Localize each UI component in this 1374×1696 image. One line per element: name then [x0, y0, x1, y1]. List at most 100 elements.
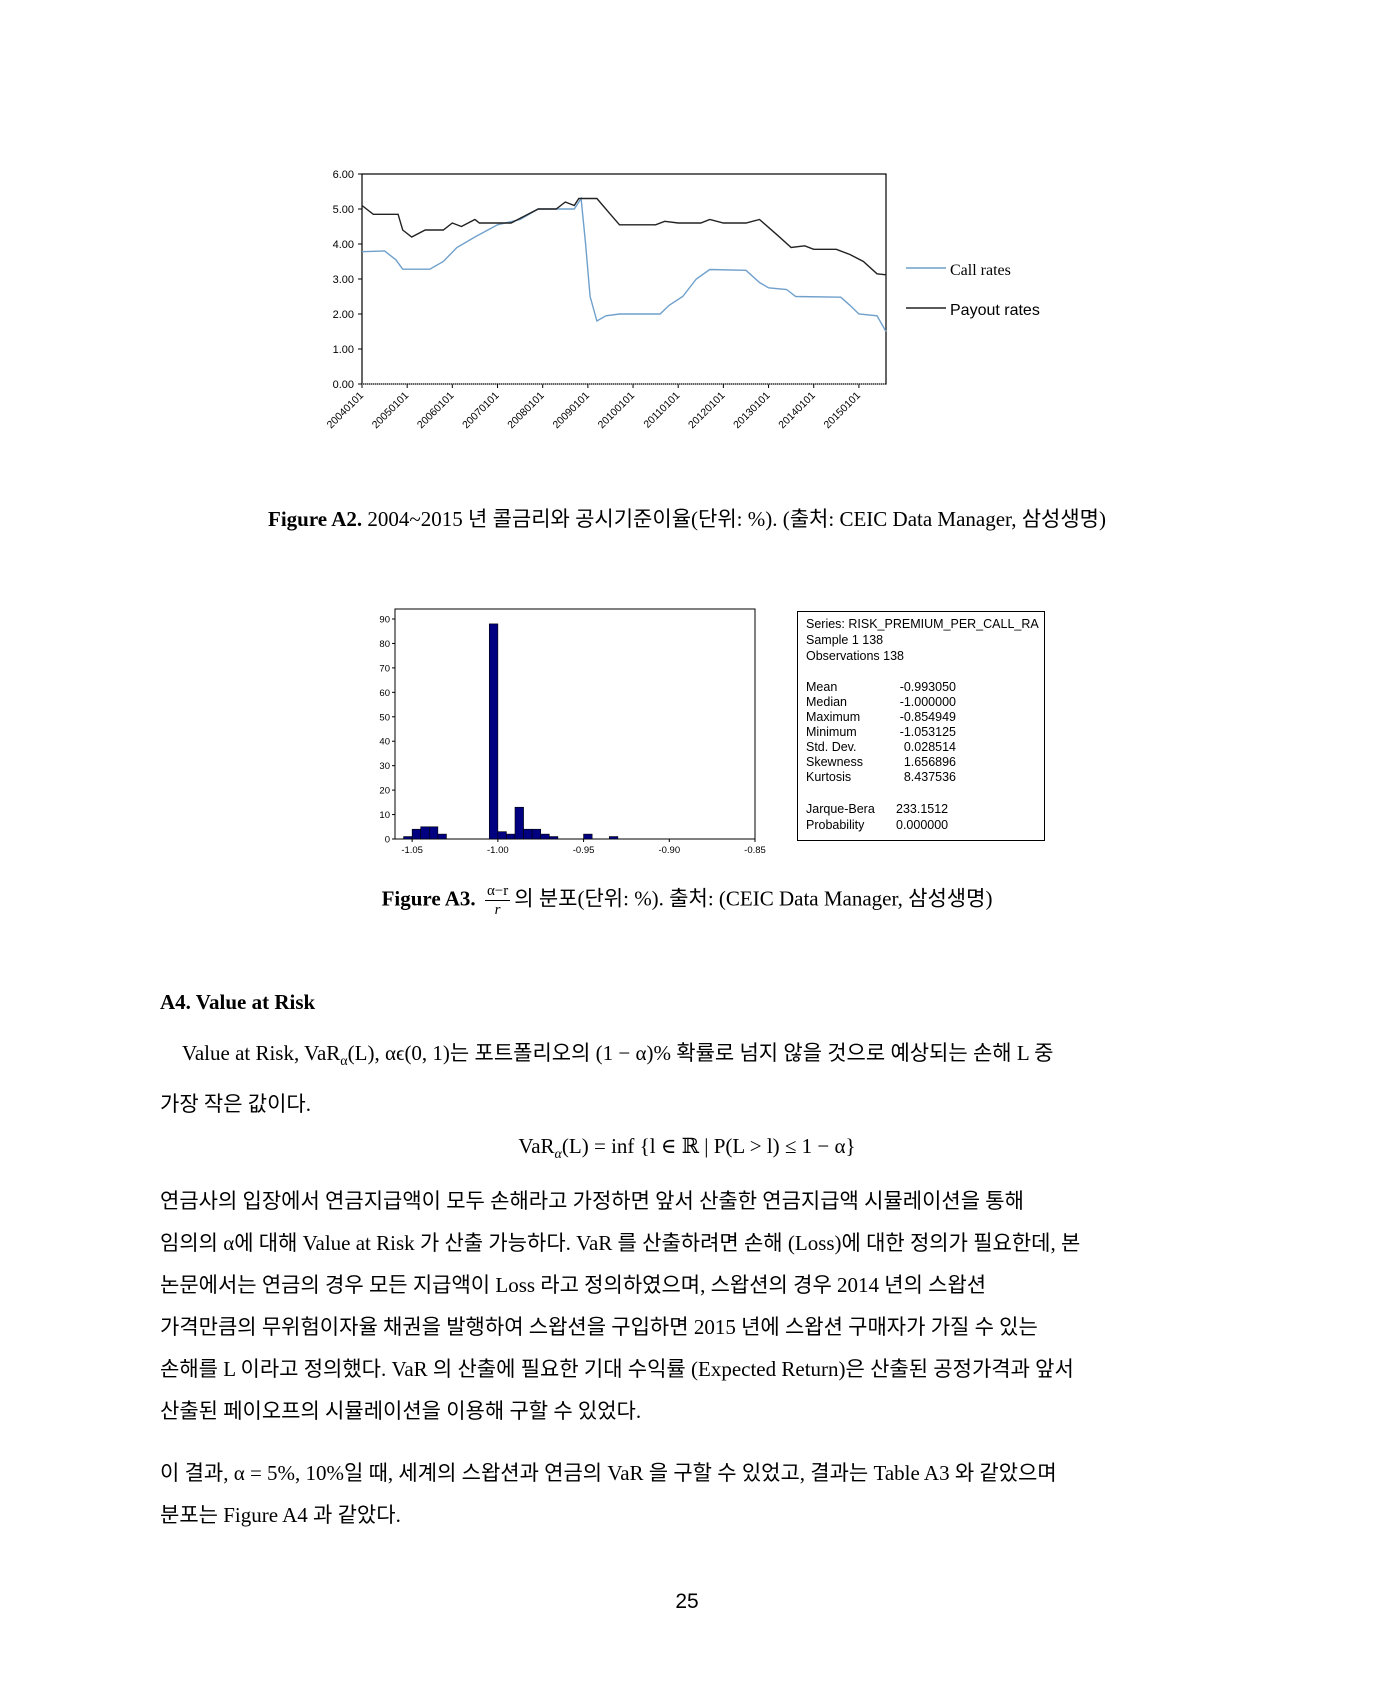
y-tick-label: 6.00 — [333, 169, 354, 181]
x-tick-label: 20150101 — [821, 390, 863, 432]
stats-row: Kurtosis 8.437536 — [806, 770, 1044, 785]
y-tick-label: 1.00 — [333, 344, 354, 356]
stats-observations: Observations 138 — [806, 649, 904, 663]
series-line-call-rates — [361, 196, 887, 332]
y-tick-label: 60 — [379, 688, 390, 699]
fraction: α−r r — [484, 882, 511, 919]
stats-label: Mean — [806, 680, 838, 694]
figure-a3-caption: Figure A3. α−r r 의 분포(단위: %). 출처: (CEIC … — [0, 882, 1374, 919]
series-line-payout-rates — [361, 197, 887, 276]
y-tick-label: 3.00 — [333, 274, 354, 286]
x-tick-label: -1.05 — [401, 845, 423, 856]
fraction-denominator: r — [494, 902, 501, 918]
stats-value: -1.053125 — [899, 725, 956, 739]
stats-row: Minimum -1.053125 — [806, 725, 1044, 740]
paragraph-result: 이 결과, α = 5%, 10%일 때, 세계의 스왑션과 연금의 VaR 을… — [160, 1452, 1220, 1536]
stats-row: Median -1.000000 — [806, 695, 1044, 710]
y-tick-label: 2.00 — [333, 309, 354, 321]
stats-value: 0.028514 — [903, 740, 956, 754]
x-tick-label: 20120101 — [686, 390, 728, 432]
equation-text-a: VaR — [518, 1134, 555, 1158]
x-tick-label: 20130101 — [731, 390, 773, 432]
x-tick-label: 20070101 — [460, 390, 502, 432]
stats-value: 8.437536 — [903, 770, 956, 784]
stats-label: Median — [806, 695, 847, 709]
section-heading: A4. Value at Risk — [160, 990, 316, 1014]
figure-a3-histogram: 90 80 70 60 50 40 30 20 10 0 -1.05 -1.00 -0.95 -0.90… — [379, 608, 766, 856]
y-tick-label: 90 — [379, 615, 390, 626]
x-tick-label: -0.85 — [744, 845, 766, 856]
y-tick-label: 80 — [379, 639, 390, 650]
histogram-bar — [420, 826, 430, 840]
histogram-frame — [394, 608, 756, 840]
figure-a2-caption: Figure A2. 2004~2015 년 콜금리와 공시기준이율(단위: %… — [0, 503, 1374, 533]
stats-row: Mean -0.993050 — [806, 680, 1044, 695]
stats-row: Std. Dev. 0.028514 — [806, 740, 1044, 755]
y-tick-label: 50 — [379, 712, 390, 723]
paragraph-method: 연금사의 입장에서 연금지급액이 모두 손해라고 가정하면 앞서 산출한 연금지… — [160, 1180, 1220, 1432]
histogram-bar — [540, 833, 550, 840]
stats-sample: Sample 1 138 — [806, 633, 884, 647]
histogram-bar — [428, 826, 439, 840]
stats-jb-label: Jarque-Bera — [806, 802, 875, 816]
paragraph-line: 손해를 L 이라고 정의했다. VaR 의 산출에 필요한 기대 수익률 (Ex… — [160, 1357, 1074, 1381]
equation-text-b: (L) = inf {l ∈ ℝ | P(L > l) ≤ 1 − α} — [561, 1134, 856, 1158]
stats-row: Skewness 1.656896 — [806, 755, 1044, 770]
x-tick-label: 20100101 — [596, 390, 638, 432]
var-equation: VaRα(L) = inf {l ∈ ℝ | P(L > l) ≤ 1 − α} — [0, 1134, 1374, 1163]
statistics-box: Series: RISK_PREMIUM_PER_CALL_RA Sample … — [797, 611, 1045, 841]
x-tick-label: -1.00 — [487, 845, 509, 856]
caption-text: 의 분포(단위: %). 출처: (CEIC Data Manager, 삼성생… — [514, 886, 993, 911]
x-tick-label: 20110101 — [641, 390, 682, 431]
y-tick-label: 30 — [379, 761, 390, 772]
page-number: 25 — [675, 1590, 699, 1613]
figure-a2-line-chart: 6.005.004.003.002.001.000.00 20040101 200… — [325, 169, 1040, 432]
definition-text-c: 가장 작은 값이다. — [160, 1092, 311, 1117]
stats-jb-value: 233.1512 — [896, 802, 949, 816]
y-tick-label: 5.00 — [333, 204, 354, 216]
y-tick-label: 0.00 — [333, 379, 354, 391]
stats-value: 1.656896 — [903, 755, 956, 769]
stats-label: Kurtosis — [806, 770, 852, 784]
x-tick-label: -0.90 — [658, 845, 680, 856]
x-tick-label: 20090101 — [550, 390, 592, 432]
histogram-bar — [531, 828, 542, 840]
legend: Call rates Payout rates — [906, 262, 1040, 319]
paragraph-line: 이 결과, α = 5%, 10%일 때, 세계의 스왑션과 연금의 VaR 을… — [160, 1461, 1057, 1485]
histogram-bar — [497, 831, 507, 840]
histogram-bar — [608, 836, 619, 840]
stats-row: Maximum -0.854949 — [806, 710, 1044, 725]
definition-text-a: Value at Risk, VaR — [182, 1041, 341, 1065]
stats-value: -0.854949 — [899, 710, 956, 724]
y-tick-label: 4.00 — [333, 239, 354, 251]
fraction-numerator: α−r — [484, 883, 511, 901]
x-tick-label: -0.95 — [573, 845, 595, 856]
stats-label: Maximum — [806, 710, 861, 724]
histogram-bar — [411, 828, 422, 840]
paragraph-line: 임의의 α에 대해 Value at Risk 가 산출 가능하다. VaR 를… — [160, 1231, 1081, 1255]
paragraph-line: 가격만큼의 무위험이자율 채권을 발행하여 스왑션을 구입하면 2015 년에 … — [160, 1315, 1038, 1339]
equation-subscript: α — [554, 1147, 562, 1163]
paragraph-line: 산출된 페이오프의 시뮬레이션을 이용해 구할 수 있었다. — [160, 1399, 642, 1423]
histogram-bar — [583, 833, 593, 840]
alpha-subscript: α — [340, 1054, 348, 1070]
stats-series: Series: RISK_PREMIUM_PER_CALL_RA — [806, 617, 1039, 631]
legend-label-payout-rates: Payout rates — [950, 302, 1040, 319]
stats-value: -1.000000 — [899, 695, 956, 709]
x-tick-label: 20080101 — [505, 390, 547, 432]
histogram-bar — [506, 833, 516, 840]
histogram-bar — [548, 836, 559, 840]
stats-prob-value: 0.000000 — [896, 818, 949, 832]
x-tick-label: 20040101 — [325, 390, 367, 432]
y-tick-label: 10 — [379, 810, 390, 821]
histogram-bar — [523, 828, 533, 840]
legend-label-call-rates: Call rates — [950, 262, 1011, 279]
stats-label: Std. Dev. — [806, 740, 857, 754]
paragraph-line: 분포는 Figure A4 과 같았다. — [160, 1503, 401, 1527]
x-tick-label: 20050101 — [370, 390, 412, 432]
histogram-bar — [403, 836, 413, 840]
histogram-bar — [488, 623, 499, 840]
caption-label: Figure A3. — [381, 886, 476, 911]
y-tick-label: 40 — [379, 737, 390, 748]
paragraph-line: 연금사의 입장에서 연금지급액이 모두 손해라고 가정하면 앞서 산출한 연금지… — [160, 1189, 1024, 1213]
